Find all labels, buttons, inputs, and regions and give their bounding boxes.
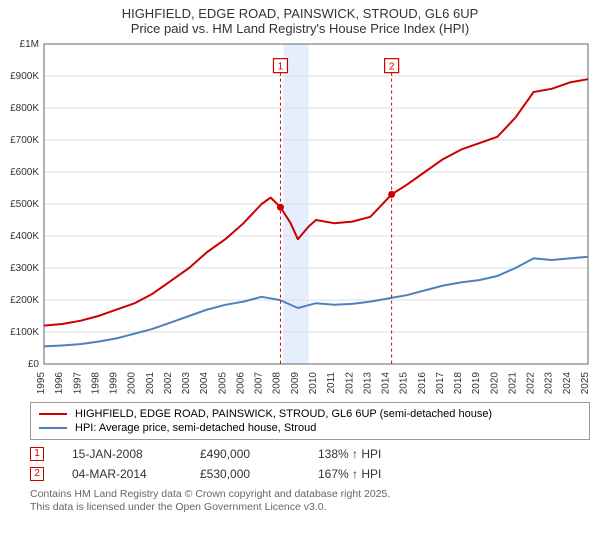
- title-line-1: HIGHFIELD, EDGE ROAD, PAINSWICK, STROUD,…: [8, 6, 592, 21]
- svg-text:2007: 2007: [254, 372, 265, 395]
- svg-text:2003: 2003: [181, 372, 192, 395]
- svg-text:1: 1: [278, 62, 284, 73]
- legend-label: HPI: Average price, semi-detached house,…: [75, 422, 316, 434]
- svg-text:2018: 2018: [453, 372, 464, 395]
- svg-text:£500K: £500K: [10, 199, 39, 210]
- svg-text:2023: 2023: [544, 372, 555, 395]
- svg-text:£1M: £1M: [20, 39, 39, 50]
- event-price: £490,000: [200, 447, 290, 461]
- svg-text:2002: 2002: [163, 372, 174, 395]
- svg-text:£900K: £900K: [10, 71, 39, 82]
- event-row: 1 15-JAN-2008 £490,000 138% ↑ HPI: [30, 444, 590, 464]
- svg-text:£700K: £700K: [10, 135, 39, 146]
- svg-text:2000: 2000: [127, 372, 138, 395]
- event-pct: 138% ↑ HPI: [318, 447, 418, 461]
- svg-text:2016: 2016: [417, 372, 428, 395]
- svg-text:£0: £0: [28, 359, 40, 370]
- svg-text:£600K: £600K: [10, 167, 39, 178]
- data-attribution: Contains HM Land Registry data © Crown c…: [30, 488, 590, 514]
- svg-text:2020: 2020: [489, 372, 500, 395]
- legend-item: HIGHFIELD, EDGE ROAD, PAINSWICK, STROUD,…: [39, 407, 581, 421]
- svg-text:£300K: £300K: [10, 263, 39, 274]
- event-pct: 167% ↑ HPI: [318, 467, 418, 481]
- footer-line-2: This data is licensed under the Open Gov…: [30, 501, 590, 514]
- svg-text:£100K: £100K: [10, 327, 39, 338]
- svg-text:£400K: £400K: [10, 231, 39, 242]
- svg-text:2021: 2021: [507, 372, 518, 395]
- event-date: 04-MAR-2014: [72, 467, 172, 481]
- svg-text:1998: 1998: [90, 372, 101, 395]
- svg-text:2013: 2013: [362, 372, 373, 395]
- svg-text:2017: 2017: [435, 372, 446, 395]
- svg-text:2022: 2022: [526, 372, 537, 395]
- event-row: 2 04-MAR-2014 £530,000 167% ↑ HPI: [30, 464, 590, 484]
- svg-text:1997: 1997: [72, 372, 83, 395]
- svg-text:2009: 2009: [290, 372, 301, 395]
- svg-text:1999: 1999: [109, 372, 120, 395]
- legend-item: HPI: Average price, semi-detached house,…: [39, 421, 581, 435]
- price-chart: £0 £100K £200K £300K £400K £500K £600K £700K £80…: [0, 38, 600, 398]
- svg-text:2014: 2014: [381, 372, 392, 395]
- svg-text:2019: 2019: [471, 372, 482, 395]
- svg-text:2: 2: [389, 62, 395, 73]
- svg-text:1995: 1995: [36, 372, 47, 395]
- svg-text:2001: 2001: [145, 372, 156, 395]
- chart-svg: £0 £100K £200K £300K £400K £500K £600K £700K £80…: [0, 38, 600, 398]
- svg-text:2006: 2006: [235, 372, 246, 395]
- event-marker: 2: [30, 467, 44, 481]
- svg-text:2008: 2008: [272, 372, 283, 395]
- svg-text:2004: 2004: [199, 372, 210, 395]
- event-marker: 1: [30, 447, 44, 461]
- svg-text:2024: 2024: [562, 372, 573, 395]
- footer-line-1: Contains HM Land Registry data © Crown c…: [30, 488, 590, 501]
- svg-text:2010: 2010: [308, 372, 319, 395]
- event-price: £530,000: [200, 467, 290, 481]
- svg-text:£200K: £200K: [10, 295, 39, 306]
- svg-text:2025: 2025: [580, 372, 591, 395]
- events-table: 1 15-JAN-2008 £490,000 138% ↑ HPI 2 04-MAR-20…: [30, 444, 590, 484]
- legend-label: HIGHFIELD, EDGE ROAD, PAINSWICK, STROUD,…: [75, 408, 492, 420]
- svg-text:1996: 1996: [54, 372, 65, 395]
- svg-text:2011: 2011: [326, 372, 337, 394]
- svg-text:2005: 2005: [217, 372, 228, 395]
- svg-text:£800K: £800K: [10, 103, 39, 114]
- event-date: 15-JAN-2008: [72, 447, 172, 461]
- svg-text:2012: 2012: [344, 372, 355, 395]
- legend-swatch: [39, 427, 67, 429]
- title-line-2: Price paid vs. HM Land Registry's House …: [8, 21, 592, 36]
- chart-legend: HIGHFIELD, EDGE ROAD, PAINSWICK, STROUD,…: [30, 402, 590, 440]
- legend-swatch: [39, 413, 67, 415]
- svg-text:2015: 2015: [399, 372, 410, 395]
- chart-title-block: HIGHFIELD, EDGE ROAD, PAINSWICK, STROUD,…: [0, 0, 600, 38]
